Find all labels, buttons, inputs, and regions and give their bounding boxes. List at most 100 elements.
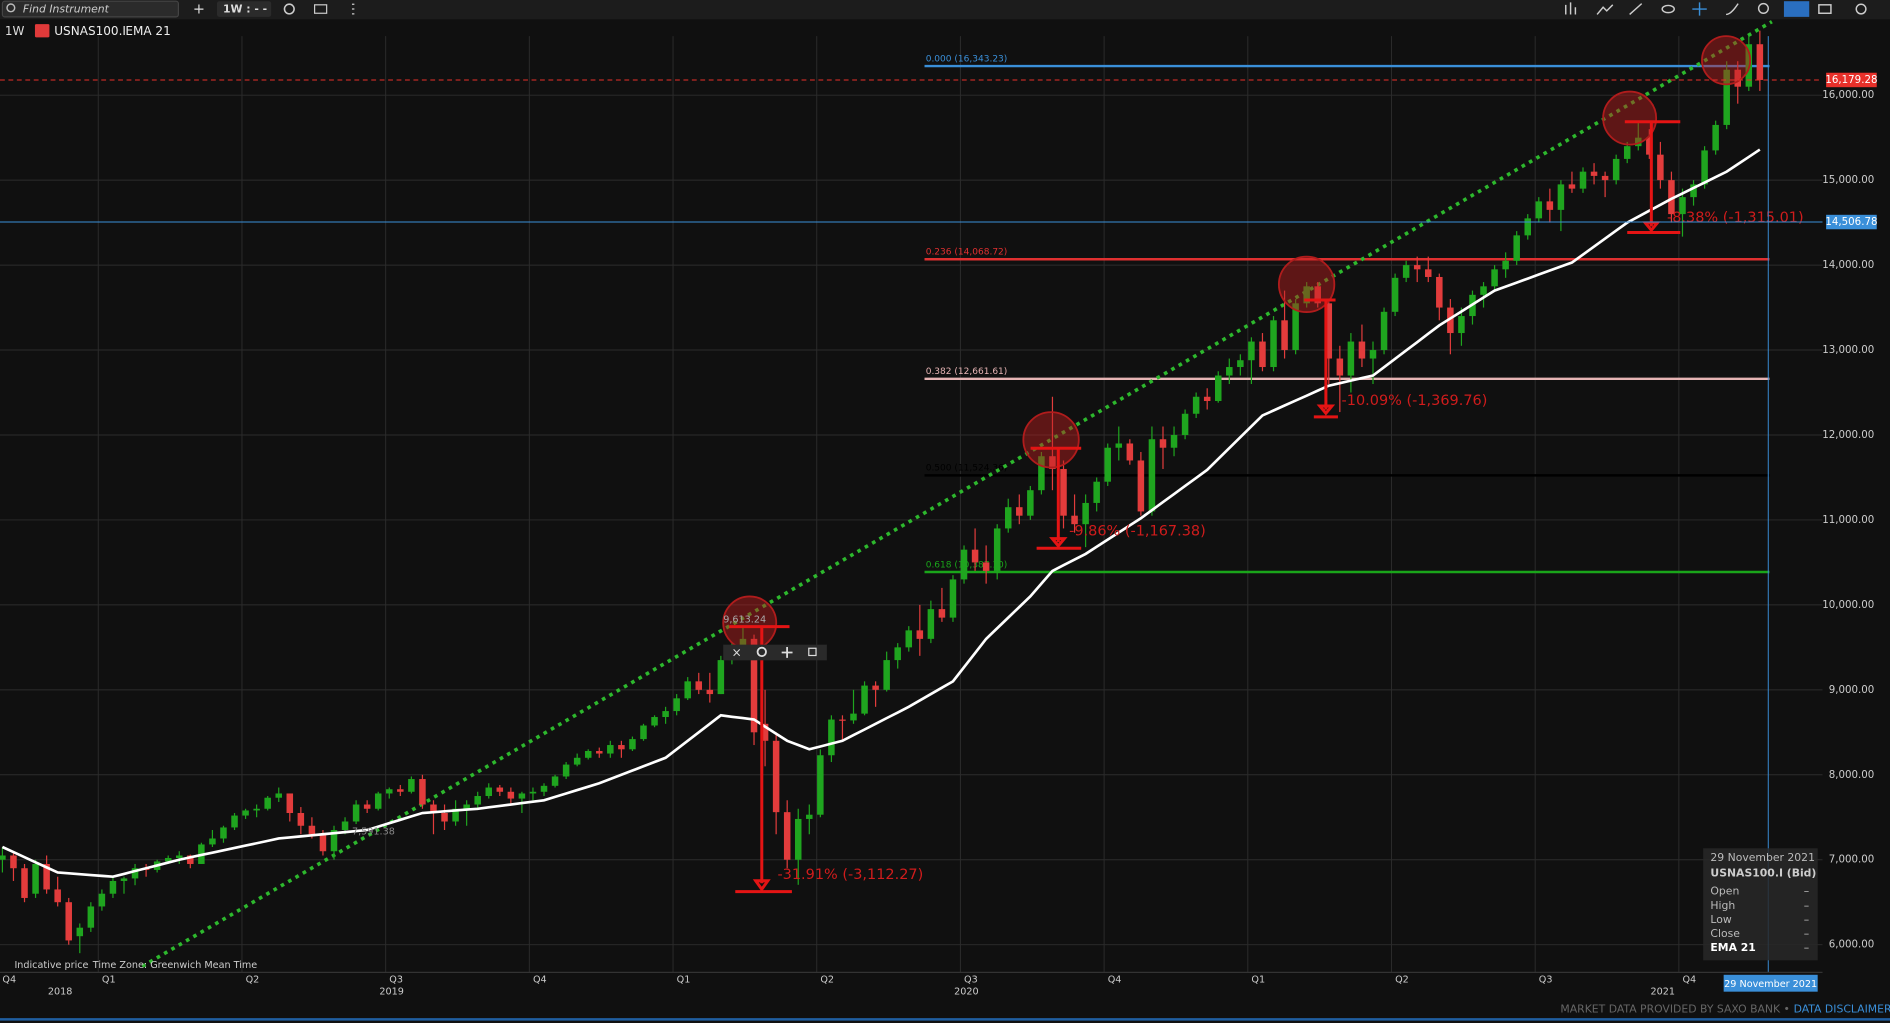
x-tick-label: Q2	[246, 975, 260, 986]
candle-body	[761, 723, 769, 741]
candle-body	[1248, 341, 1255, 361]
crosshair-date-box	[1723, 974, 1818, 992]
candle-body	[618, 745, 625, 750]
candle-body	[607, 745, 614, 754]
candle-body	[916, 630, 924, 639]
panel-row-label: Low	[1710, 913, 1731, 926]
candle-body	[828, 719, 835, 756]
candle-body	[1281, 320, 1288, 351]
candle-body	[1192, 396, 1200, 414]
refresh-button[interactable]	[283, 3, 295, 15]
add-button[interactable]: +	[193, 2, 205, 18]
candle-body	[1369, 350, 1377, 359]
cfd-icon	[34, 24, 50, 38]
settings-icon[interactable]	[756, 646, 767, 657]
tool-icon[interactable]	[1818, 4, 1832, 14]
last-price-label: 16,179.28	[1825, 74, 1877, 86]
x-year-label: 2021	[1651, 987, 1676, 998]
y-tick-label: 12,000.00	[1822, 429, 1874, 441]
footnote: Time Zone: Greenwich Mean Time	[92, 960, 258, 971]
candle-body	[584, 750, 592, 758]
x-tick-label: Q3	[964, 975, 978, 986]
candle-body	[1314, 286, 1321, 304]
measure-label: -31.91% (-3,112.27)	[777, 867, 923, 883]
candle-body	[1270, 320, 1277, 368]
instrument-name: USNAS100.I	[54, 24, 126, 38]
crosshair-label: 14,506.78	[1825, 216, 1877, 228]
measure	[1304, 298, 1338, 419]
circle	[1277, 255, 1336, 313]
panel-row-label: Close	[1710, 927, 1740, 940]
candle-body	[684, 681, 691, 699]
x-tick-label: Q1	[677, 975, 691, 986]
candle-body	[242, 810, 249, 816]
candle-body	[308, 825, 316, 835]
measure-arrows	[729, 120, 1681, 894]
tool-icon[interactable]	[1692, 2, 1707, 16]
crosshair-date: 29 November 2021	[1724, 979, 1817, 990]
y-tick-label: 11,000.00	[1822, 514, 1874, 526]
panel-row-label: EMA 21	[1710, 941, 1755, 954]
fib-label: 0.382 (12,661.61)	[926, 367, 1008, 377]
candle-body	[32, 863, 39, 894]
candle-body	[938, 609, 946, 618]
candle-body	[65, 902, 72, 941]
candle-body	[1458, 316, 1465, 334]
last-price-box	[1826, 72, 1877, 88]
candle-body	[1679, 197, 1686, 215]
candle-body	[905, 630, 913, 648]
tool-active[interactable]	[1783, 1, 1810, 17]
copy-icon[interactable]	[808, 647, 817, 657]
candle-body	[783, 812, 791, 860]
panel-row-value: –	[1804, 885, 1809, 898]
candle-body	[651, 717, 658, 726]
timeframe-label: 1W : - -	[223, 3, 267, 16]
candle-body	[573, 757, 581, 765]
candle-body	[463, 804, 470, 809]
y-tick-label: 7,000.00	[1829, 854, 1875, 866]
y-tick-label: 15,000.00	[1822, 174, 1874, 186]
candle-body	[209, 838, 216, 845]
tool-icon[interactable]	[1661, 4, 1675, 14]
candle-body	[1480, 286, 1487, 295]
candle-body	[1623, 146, 1631, 159]
candle-body	[54, 889, 61, 903]
timeframe-button[interactable]	[216, 1, 272, 17]
candle-body	[1170, 434, 1178, 448]
candle-body	[253, 808, 260, 811]
move-icon[interactable]	[781, 647, 793, 658]
candle-body	[850, 713, 857, 721]
tool-icon[interactable]	[1725, 3, 1739, 16]
candle-body	[861, 685, 868, 714]
candle-body	[1049, 456, 1056, 469]
candle-body	[1016, 507, 1023, 516]
circle	[1022, 411, 1080, 469]
tool-icon[interactable]	[1855, 3, 1867, 15]
candle-body	[695, 681, 703, 690]
candle-body	[1701, 150, 1708, 185]
candle-body	[1126, 443, 1134, 461]
candle-body	[1590, 171, 1598, 176]
footer-credit: MARKET DATA PROVIDED BY SAXO BANK •	[1560, 1003, 1790, 1016]
search-box[interactable]	[1, 0, 179, 18]
x-tick-label: Q3	[389, 975, 403, 986]
tool-icon[interactable]	[1629, 3, 1643, 15]
candle-body	[1635, 137, 1642, 147]
footer-link[interactable]: DATA DISCLAIMER	[1794, 1003, 1890, 1016]
candle-body	[120, 878, 128, 881]
candle-body	[706, 689, 714, 695]
candle-body	[640, 725, 647, 740]
candle-body	[109, 880, 117, 894]
layout-button[interactable]	[313, 4, 328, 14]
tool-icon[interactable]	[1757, 2, 1769, 14]
delete-icon[interactable]: ×	[732, 646, 742, 660]
fib-label: 0.000 (16,343.23)	[926, 54, 1008, 64]
candle-body	[21, 868, 28, 898]
tool-icon[interactable]	[1565, 2, 1577, 15]
candle-body	[1524, 218, 1531, 236]
candle-body	[231, 815, 238, 828]
candle-body	[1203, 396, 1211, 402]
tool-icon[interactable]	[1596, 4, 1614, 15]
candle-body	[772, 740, 780, 813]
